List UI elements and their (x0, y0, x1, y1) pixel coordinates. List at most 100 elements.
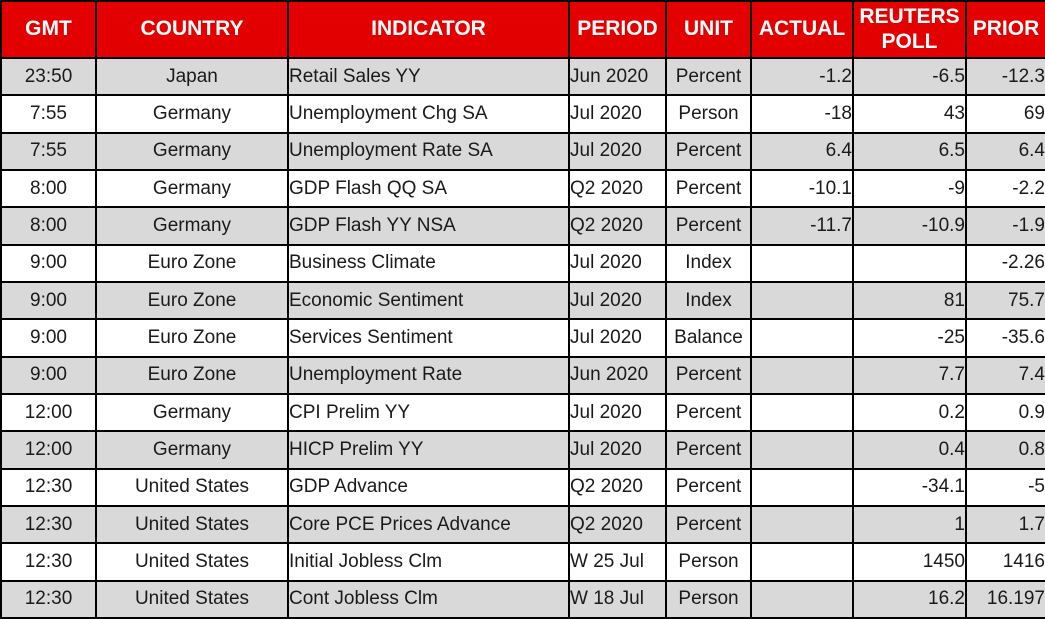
cell-period: Jul 2020 (568, 94, 667, 134)
cell-period: Jul 2020 (568, 392, 667, 433)
cell-reuters-poll: 7.7 (852, 355, 967, 395)
table-row: 12:30 United States GDP Advance Q2 2020 … (0, 467, 1045, 507)
cell-indicator: HICP Prelim YY (287, 430, 570, 470)
table-row: 23:50 Japan Retail Sales YY Jun 2020 Per… (0, 56, 1045, 97)
cell-gmt: 12:30 (0, 467, 97, 507)
cell-country: Japan (95, 56, 289, 97)
cell-gmt: 9:00 (0, 243, 97, 283)
cell-reuters-poll (852, 243, 967, 283)
cell-indicator: CPI Prelim YY (287, 392, 570, 433)
cell-gmt: 8:00 (0, 206, 97, 246)
cell-country: Germany (95, 168, 289, 209)
table-row: 8:00 Germany GDP Flash QQ SA Q2 2020 Per… (0, 168, 1045, 209)
cell-prior: 16.197 (965, 579, 1045, 619)
cell-period: Q2 2020 (568, 206, 667, 246)
cell-reuters-poll: 1 (852, 504, 967, 545)
cell-reuters-poll: -25 (852, 318, 967, 358)
cell-unit: Percent (665, 392, 752, 433)
cell-prior: 0.8 (965, 430, 1045, 470)
cell-reuters-poll: -10.9 (852, 206, 967, 246)
cell-unit: Balance (665, 318, 752, 358)
column-header-unit: UNIT (665, 0, 752, 59)
cell-actual (750, 243, 854, 283)
cell-period: Jul 2020 (568, 243, 667, 283)
cell-country: United States (95, 504, 289, 545)
table-body: 23:50 Japan Retail Sales YY Jun 2020 Per… (0, 56, 1045, 619)
cell-period: Jul 2020 (568, 430, 667, 470)
cell-reuters-poll: 1450 (852, 542, 967, 582)
cell-actual (750, 430, 854, 470)
table-row: 12:30 United States Core PCE Prices Adva… (0, 504, 1045, 545)
cell-gmt: 9:00 (0, 280, 97, 321)
table-row: 12:30 United States Initial Jobless Clm … (0, 542, 1045, 582)
cell-actual: -18 (750, 94, 854, 134)
cell-gmt: 12:30 (0, 579, 97, 619)
cell-reuters-poll: 43 (852, 94, 967, 134)
cell-reuters-poll: 16.2 (852, 579, 967, 619)
table-row: 7:55 Germany Unemployment Rate SA Jul 20… (0, 131, 1045, 171)
cell-prior: 1416 (965, 542, 1045, 582)
cell-unit: Percent (665, 467, 752, 507)
cell-actual (750, 280, 854, 321)
table-row: 7:55 Germany Unemployment Chg SA Jul 202… (0, 94, 1045, 134)
cell-indicator: GDP Advance (287, 467, 570, 507)
cell-gmt: 9:00 (0, 318, 97, 358)
cell-gmt: 12:30 (0, 504, 97, 545)
cell-gmt: 7:55 (0, 94, 97, 134)
column-header-country: COUNTRY (95, 0, 289, 59)
cell-country: Euro Zone (95, 355, 289, 395)
cell-prior: -5 (965, 467, 1045, 507)
cell-gmt: 12:00 (0, 392, 97, 433)
cell-reuters-poll: 0.4 (852, 430, 967, 470)
cell-unit: Person (665, 579, 752, 619)
cell-reuters-poll: -34.1 (852, 467, 967, 507)
table-row: 9:00 Euro Zone Unemployment Rate Jun 202… (0, 355, 1045, 395)
cell-period: Jul 2020 (568, 280, 667, 321)
table-header: GMT COUNTRY INDICATOR PERIOD UNIT ACTUAL… (0, 0, 1045, 59)
cell-country: Germany (95, 392, 289, 433)
cell-unit: Person (665, 542, 752, 582)
cell-actual: 6.4 (750, 131, 854, 171)
cell-reuters-poll: -9 (852, 168, 967, 209)
cell-gmt: 12:00 (0, 430, 97, 470)
cell-prior: 6.4 (965, 131, 1045, 171)
cell-gmt: 23:50 (0, 56, 97, 97)
cell-country: Euro Zone (95, 318, 289, 358)
cell-gmt: 12:30 (0, 542, 97, 582)
table-row: 12:30 United States Cont Jobless Clm W 1… (0, 579, 1045, 619)
cell-period: Jun 2020 (568, 56, 667, 97)
cell-reuters-poll: 6.5 (852, 131, 967, 171)
cell-period: Q2 2020 (568, 467, 667, 507)
cell-country: United States (95, 467, 289, 507)
cell-actual (750, 504, 854, 545)
column-header-indicator: INDICATOR (287, 0, 570, 59)
cell-indicator: Services Sentiment (287, 318, 570, 358)
cell-indicator: Unemployment Rate SA (287, 131, 570, 171)
cell-period: Jul 2020 (568, 318, 667, 358)
cell-actual (750, 392, 854, 433)
cell-unit: Index (665, 280, 752, 321)
table-row: 12:00 Germany HICP Prelim YY Jul 2020 Pe… (0, 430, 1045, 470)
cell-indicator: GDP Flash QQ SA (287, 168, 570, 209)
cell-prior: -12.3 (965, 56, 1045, 97)
cell-indicator: Unemployment Rate (287, 355, 570, 395)
cell-actual (750, 579, 854, 619)
cell-actual: -11.7 (750, 206, 854, 246)
cell-prior: 7.4 (965, 355, 1045, 395)
cell-country: Germany (95, 131, 289, 171)
cell-indicator: Business Climate (287, 243, 570, 283)
header-row: GMT COUNTRY INDICATOR PERIOD UNIT ACTUAL… (0, 0, 1045, 59)
cell-unit: Percent (665, 206, 752, 246)
cell-prior: -1.9 (965, 206, 1045, 246)
cell-prior: 0.9 (965, 392, 1045, 433)
table-row: 9:00 Euro Zone Services Sentiment Jul 20… (0, 318, 1045, 358)
cell-country: United States (95, 579, 289, 619)
cell-period: W 18 Jul (568, 579, 667, 619)
table-row: 9:00 Euro Zone Business Climate Jul 2020… (0, 243, 1045, 283)
cell-period: Q2 2020 (568, 504, 667, 545)
column-header-period: PERIOD (568, 0, 667, 59)
table-row: 9:00 Euro Zone Economic Sentiment Jul 20… (0, 280, 1045, 321)
cell-gmt: 9:00 (0, 355, 97, 395)
cell-country: Euro Zone (95, 280, 289, 321)
cell-indicator: Economic Sentiment (287, 280, 570, 321)
